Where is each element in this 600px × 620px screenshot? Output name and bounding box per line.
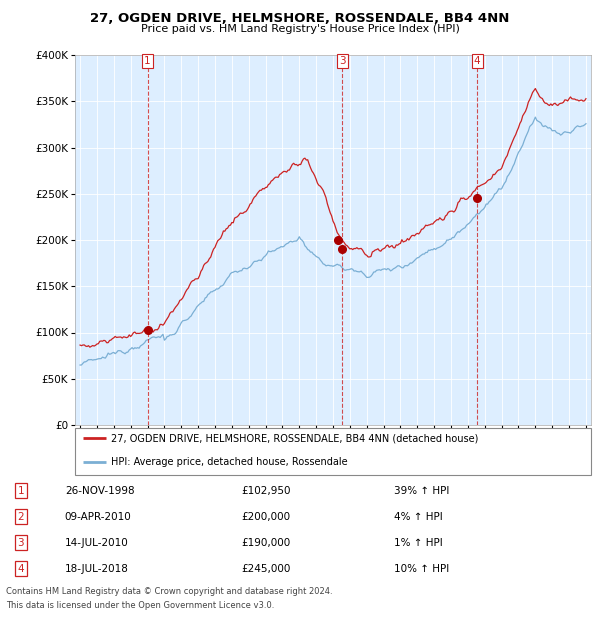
- Text: 09-APR-2010: 09-APR-2010: [65, 512, 131, 522]
- Text: Price paid vs. HM Land Registry's House Price Index (HPI): Price paid vs. HM Land Registry's House …: [140, 24, 460, 33]
- Text: 39% ↑ HPI: 39% ↑ HPI: [394, 485, 449, 496]
- Text: 27, OGDEN DRIVE, HELMSHORE, ROSSENDALE, BB4 4NN: 27, OGDEN DRIVE, HELMSHORE, ROSSENDALE, …: [91, 12, 509, 25]
- Text: 1% ↑ HPI: 1% ↑ HPI: [394, 538, 443, 548]
- Text: 1: 1: [144, 56, 151, 66]
- Text: £200,000: £200,000: [241, 512, 290, 522]
- Text: 10% ↑ HPI: 10% ↑ HPI: [394, 564, 449, 574]
- Text: HPI: Average price, detached house, Rossendale: HPI: Average price, detached house, Ross…: [111, 456, 348, 467]
- Text: 1: 1: [17, 485, 24, 496]
- Text: 3: 3: [339, 56, 346, 66]
- Text: Contains HM Land Registry data © Crown copyright and database right 2024.: Contains HM Land Registry data © Crown c…: [6, 587, 332, 596]
- Text: 26-NOV-1998: 26-NOV-1998: [65, 485, 134, 496]
- Text: 3: 3: [17, 538, 24, 548]
- Text: £245,000: £245,000: [241, 564, 290, 574]
- Text: 4: 4: [474, 56, 481, 66]
- Text: 2: 2: [17, 512, 24, 522]
- Text: 4% ↑ HPI: 4% ↑ HPI: [394, 512, 443, 522]
- FancyBboxPatch shape: [75, 428, 591, 474]
- Text: 14-JUL-2010: 14-JUL-2010: [65, 538, 128, 548]
- Text: 18-JUL-2018: 18-JUL-2018: [65, 564, 128, 574]
- Text: £102,950: £102,950: [241, 485, 291, 496]
- Text: £190,000: £190,000: [241, 538, 290, 548]
- Text: This data is licensed under the Open Government Licence v3.0.: This data is licensed under the Open Gov…: [6, 601, 274, 610]
- Text: 27, OGDEN DRIVE, HELMSHORE, ROSSENDALE, BB4 4NN (detached house): 27, OGDEN DRIVE, HELMSHORE, ROSSENDALE, …: [111, 433, 478, 443]
- Text: 4: 4: [17, 564, 24, 574]
